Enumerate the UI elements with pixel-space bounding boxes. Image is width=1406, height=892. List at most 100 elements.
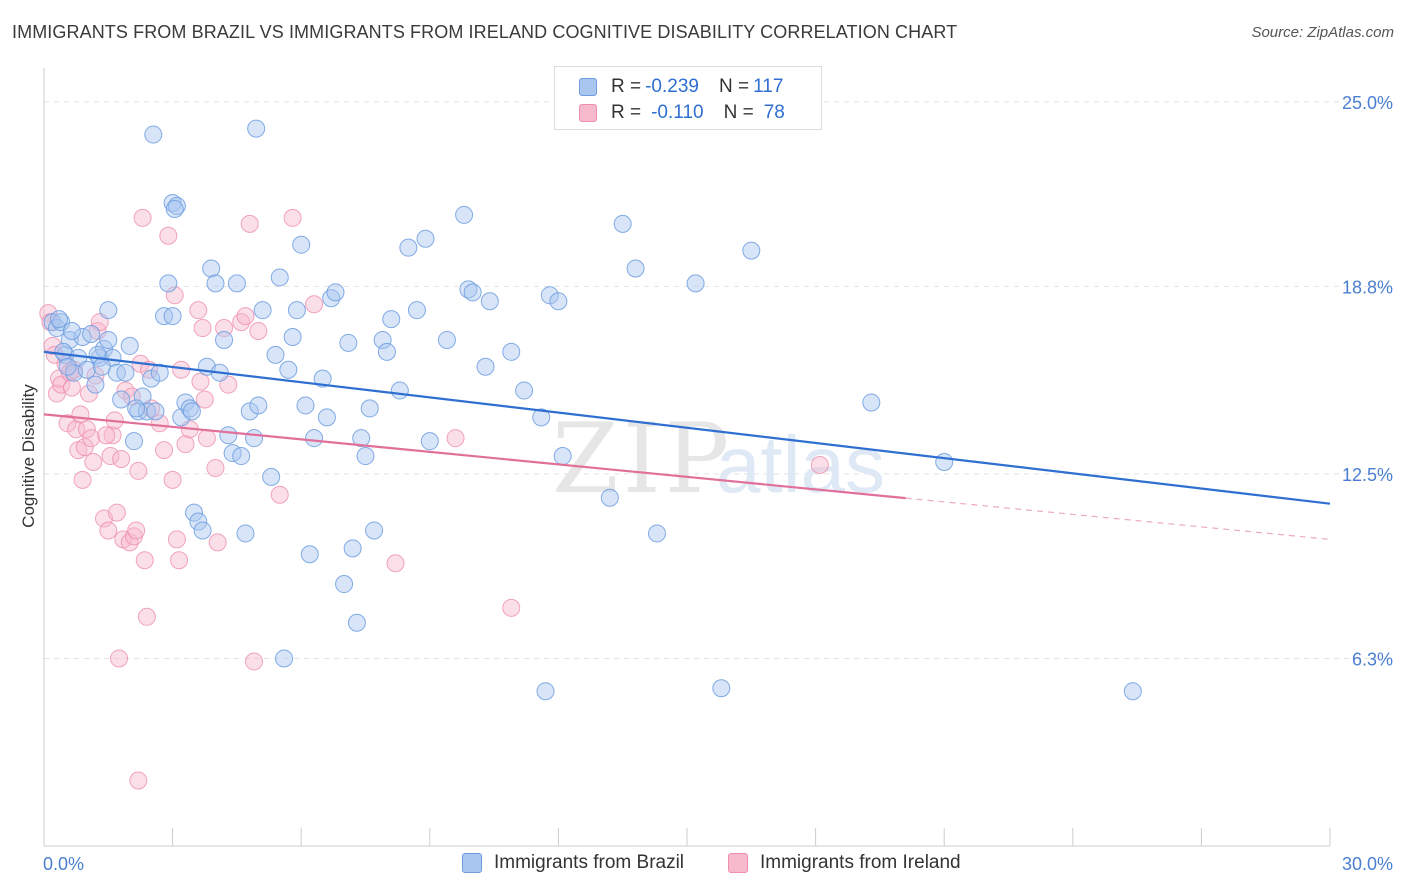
legend-n-value: 117	[753, 76, 784, 97]
brazil-point	[296, 396, 315, 415]
x-tick-label: 30.0%	[1342, 854, 1393, 874]
ireland-point	[446, 429, 465, 448]
chart-title: IMMIGRANTS FROM BRAZIL VS IMMIGRANTS FRO…	[12, 22, 958, 42]
ireland-point	[159, 226, 178, 245]
brazil-point	[125, 432, 144, 451]
brazil-point	[287, 301, 306, 320]
brazil-point	[180, 399, 199, 418]
ireland-point	[810, 455, 829, 474]
brazil-point	[515, 381, 534, 400]
legend-r-value: -0.239	[645, 76, 699, 97]
ireland-point	[97, 426, 116, 445]
brazil-point	[373, 330, 392, 349]
brazil-point	[862, 393, 881, 412]
y-tick-label: 6.3%	[1352, 649, 1393, 669]
brazil-point	[159, 274, 178, 293]
ireland-point	[163, 470, 182, 489]
brazil-point	[463, 283, 482, 302]
ireland-point	[99, 521, 118, 540]
ireland-point	[195, 390, 214, 409]
brazil-point	[536, 682, 555, 701]
brazil-point	[103, 348, 122, 367]
legend-r-label: R =	[611, 102, 642, 123]
ireland-point	[502, 598, 521, 617]
brazil-point	[647, 524, 666, 543]
stats-legend: R = -0.239 N = 117 R = -0.110 N = 78	[554, 66, 822, 130]
brazil-point	[163, 307, 182, 326]
ireland-point	[110, 649, 129, 668]
brazil-point	[283, 327, 302, 346]
brazil-point	[215, 330, 234, 349]
brazil-point	[275, 649, 294, 668]
brazil-legend-swatch	[462, 853, 482, 873]
brazil-point	[365, 521, 384, 540]
brazil-point	[146, 402, 165, 421]
brazil-point	[62, 322, 81, 341]
brazil-point	[292, 235, 311, 254]
ireland-trend-line	[43, 413, 906, 500]
brazil-point	[742, 241, 761, 260]
brazil-point	[247, 119, 266, 138]
ireland-point	[208, 533, 227, 552]
ireland-point	[240, 214, 259, 233]
ireland-point	[176, 435, 195, 454]
brazil-point	[206, 274, 225, 293]
ireland-point	[206, 458, 225, 477]
legend-r-value: -0.110	[651, 102, 704, 123]
ireland-point	[62, 378, 81, 397]
ireland-point	[189, 301, 208, 320]
brazil-trend-line	[43, 350, 1331, 505]
brazil-point	[532, 408, 551, 427]
brazil-point	[626, 259, 645, 278]
brazil-point	[1123, 682, 1142, 701]
brazil-point	[133, 387, 152, 406]
brazil-point	[99, 330, 118, 349]
brazil-point	[420, 432, 439, 451]
legend-n-label: N =	[723, 102, 754, 123]
brazil-point	[935, 453, 954, 471]
ireland-point	[150, 414, 169, 433]
ireland-point	[165, 286, 184, 305]
brazil-point	[52, 313, 71, 332]
legend-item-ireland[interactable]: Immigrants from Ireland	[728, 852, 961, 874]
brazil-point	[686, 274, 705, 293]
brazil-point	[347, 613, 366, 632]
legend-item-label: Immigrants from Brazil	[494, 852, 685, 873]
brazil-point	[77, 360, 96, 379]
ireland-point	[270, 485, 289, 504]
axes	[43, 68, 1331, 847]
ireland-point	[167, 530, 186, 549]
ireland-point	[129, 771, 148, 790]
brazil-point	[127, 399, 146, 418]
series-legend: Immigrants from Brazil Immigrants from I…	[0, 852, 1406, 876]
brazil-point	[305, 429, 324, 448]
x-tick-label: 0.0%	[43, 854, 84, 874]
ireland-point	[135, 551, 154, 570]
brazil-point	[120, 336, 139, 355]
brazil-point	[407, 301, 426, 320]
ireland-legend-swatch	[728, 853, 748, 873]
brazil-point	[377, 342, 396, 361]
brazil-point	[480, 292, 499, 311]
legend-row-brazil: R = -0.239 N = 117	[579, 75, 783, 99]
brazil-point	[339, 333, 358, 352]
brazil-point	[390, 381, 409, 400]
ireland-point	[82, 429, 101, 448]
legend-item-label: Immigrants from Ireland	[760, 852, 961, 873]
brazil-point	[360, 399, 379, 418]
ireland-point	[73, 470, 92, 489]
ireland-point	[155, 441, 174, 460]
brazil-point	[416, 229, 435, 248]
legend-item-brazil[interactable]: Immigrants from Brazil	[462, 852, 684, 874]
ireland-point	[193, 319, 212, 338]
legend-n-value: 78	[763, 102, 785, 123]
brazil-point	[335, 575, 354, 594]
ireland-point	[112, 450, 131, 469]
brazil-point	[227, 274, 246, 293]
brazil-point	[600, 488, 619, 507]
brazil-point	[232, 447, 251, 466]
ireland-point	[39, 304, 58, 323]
brazil-point	[356, 447, 375, 466]
brazil-points	[43, 119, 1142, 701]
brazil-point	[253, 301, 272, 320]
